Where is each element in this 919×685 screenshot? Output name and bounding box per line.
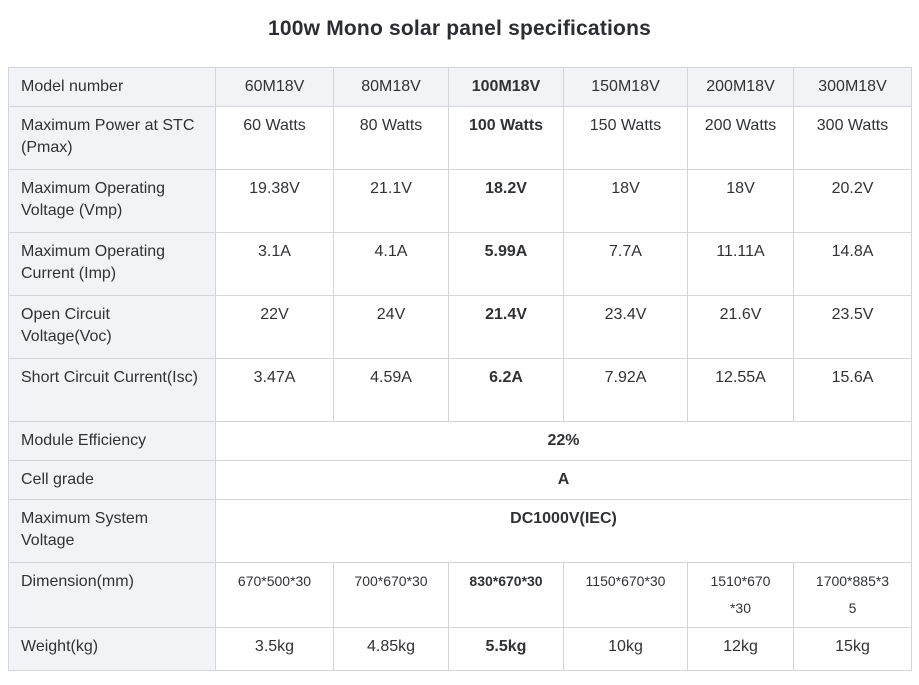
model-header-cell: 150M18V: [563, 67, 688, 107]
spec-value-cell: 10kg: [563, 627, 688, 671]
model-header-cell: 100M18V: [448, 67, 564, 107]
spec-label-cell: Short Circuit Current(Isc): [8, 358, 216, 422]
table-row: Maximum Power at STC (Pmax) 60 Watts 80 Wa…: [8, 106, 912, 170]
spec-value-cell: 4.85kg: [333, 627, 449, 671]
table-row: Module Efficiency 22%: [8, 421, 912, 461]
spec-value-cell: 21.6V: [687, 295, 794, 359]
spec-value-cell: 14.8A: [793, 232, 912, 296]
table-row: Maximum Operating Voltage (Vmp) 19.38V 21.…: [8, 169, 912, 233]
spec-value-cell: 6.2A: [448, 358, 564, 422]
spec-value-cell: 12kg: [687, 627, 794, 671]
spec-value-cell: 15.6A: [793, 358, 912, 422]
spec-value-cell: 18.2V: [448, 169, 564, 233]
spec-table-body: Maximum Power at STC (Pmax) 60 Watts 80 Wa…: [8, 106, 912, 671]
spec-label-cell: Maximum System Voltage: [8, 499, 216, 563]
corner-header-cell: Model number: [8, 67, 216, 107]
spec-value-cell: 1700*885*35: [793, 562, 912, 628]
model-header-cell: 300M18V: [793, 67, 912, 107]
spec-value-cell: 670*500*30: [215, 562, 334, 628]
spec-value-cell: 830*670*30: [448, 562, 564, 628]
table-row: Weight(kg) 3.5kg 4.85kg 5.5kg 10kg 12kg 15kg: [8, 627, 912, 671]
spec-value-cell: 24V: [333, 295, 449, 359]
table-row: Dimension(mm) 670*500*30 700*670*30 830*670…: [8, 562, 912, 628]
spec-label-cell: Maximum Operating Current (Imp): [8, 232, 216, 296]
spec-value-cell: 3.1A: [215, 232, 334, 296]
spec-value-cell: 7.7A: [563, 232, 688, 296]
spec-value-cell: 3.47A: [215, 358, 334, 422]
spec-value-cell: 12.55A: [687, 358, 794, 422]
model-header-cell: 80M18V: [333, 67, 449, 107]
table-row: Short Circuit Current(Isc) 3.47A 4.59A 6.2A…: [8, 358, 912, 422]
spec-value-cell: 300 Watts: [793, 106, 912, 170]
spec-value-cell: 19.38V: [215, 169, 334, 233]
spec-label-cell: Maximum Power at STC (Pmax): [8, 106, 216, 170]
spec-value-cell: 1150*670*30: [563, 562, 688, 628]
spec-merged-value-cell: DC1000V(IEC): [215, 499, 912, 563]
spec-merged-value-cell: A: [215, 460, 912, 500]
spec-label-cell: Dimension(mm): [8, 562, 216, 628]
spec-table: Model number 60M18V 80M18V 100M18V 150M18V 2…: [8, 67, 912, 671]
model-header-row: Model number 60M18V 80M18V 100M18V 150M18V 2…: [8, 67, 912, 107]
spec-value-cell: 21.4V: [448, 295, 564, 359]
spec-label-cell: Module Efficiency: [8, 421, 216, 461]
spec-value-cell: 18V: [563, 169, 688, 233]
spec-value-cell: 1510*670*30: [687, 562, 794, 628]
spec-value-cell: 23.4V: [563, 295, 688, 359]
spec-value-cell: 4.59A: [333, 358, 449, 422]
spec-value-cell: 100 Watts: [448, 106, 564, 170]
spec-value-cell: 5.5kg: [448, 627, 564, 671]
spec-value-cell: 18V: [687, 169, 794, 233]
spec-value-cell: 4.1A: [333, 232, 449, 296]
spec-value-cell: 15kg: [793, 627, 912, 671]
spec-label-cell: Weight(kg): [8, 627, 216, 671]
spec-value-cell: 80 Watts: [333, 106, 449, 170]
spec-value-cell: 700*670*30: [333, 562, 449, 628]
model-header-cell: 200M18V: [687, 67, 794, 107]
spec-value-cell: 60 Watts: [215, 106, 334, 170]
spec-value-cell: 23.5V: [793, 295, 912, 359]
spec-value-cell: 5.99A: [448, 232, 564, 296]
spec-value-cell: 150 Watts: [563, 106, 688, 170]
spec-merged-value-cell: 22%: [215, 421, 912, 461]
model-header-cell: 60M18V: [215, 67, 334, 107]
spec-value-cell: 3.5kg: [215, 627, 334, 671]
spec-value-cell: 200 Watts: [687, 106, 794, 170]
table-row: Cell grade A: [8, 460, 912, 500]
spec-label-cell: Cell grade: [8, 460, 216, 500]
table-row: Maximum Operating Current (Imp) 3.1A 4.1A 5…: [8, 232, 912, 296]
spec-value-cell: 22V: [215, 295, 334, 359]
spec-label-cell: Open Circuit Voltage(Voc): [8, 295, 216, 359]
spec-label-cell: Maximum Operating Voltage (Vmp): [8, 169, 216, 233]
spec-value-cell: 21.1V: [333, 169, 449, 233]
spec-value-cell: 20.2V: [793, 169, 912, 233]
page-title: 100w Mono solar panel specifications: [268, 17, 651, 40]
spec-value-cell: 7.92A: [563, 358, 688, 422]
table-row: Maximum System Voltage DC1000V(IEC): [8, 499, 912, 563]
table-row: Open Circuit Voltage(Voc) 22V 24V 21.4V 23.4…: [8, 295, 912, 359]
spec-value-cell: 11.11A: [687, 232, 794, 296]
